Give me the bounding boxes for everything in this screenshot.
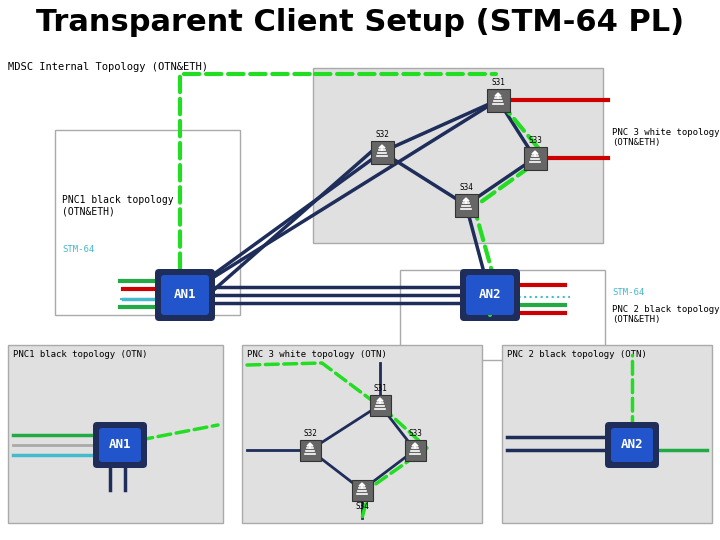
Text: S31: S31 [373,384,387,393]
Text: AN1: AN1 [174,288,197,301]
Polygon shape [377,398,383,401]
FancyBboxPatch shape [99,428,141,462]
FancyBboxPatch shape [460,269,520,321]
FancyBboxPatch shape [242,345,482,523]
Text: PNC 3 white topology (OTN): PNC 3 white topology (OTN) [247,350,387,359]
FancyBboxPatch shape [351,480,372,501]
Text: S33: S33 [528,136,542,145]
FancyBboxPatch shape [300,440,320,461]
Text: STM-64: STM-64 [612,288,644,297]
FancyBboxPatch shape [371,140,394,164]
FancyBboxPatch shape [8,345,223,523]
Text: S34: S34 [355,502,369,511]
Polygon shape [307,443,313,446]
FancyBboxPatch shape [405,440,426,461]
Text: S34: S34 [459,183,473,192]
FancyBboxPatch shape [605,422,659,468]
FancyBboxPatch shape [400,270,605,360]
FancyBboxPatch shape [161,275,209,315]
Text: PNC 3 white topology
(OTN&ETH): PNC 3 white topology (OTN&ETH) [612,128,719,147]
FancyBboxPatch shape [466,275,514,315]
Text: MDSC Internal Topology (OTN&ETH): MDSC Internal Topology (OTN&ETH) [8,62,208,72]
Text: AN2: AN2 [621,438,643,451]
Text: PNC1 black topology (OTN): PNC1 black topology (OTN) [13,350,148,359]
FancyBboxPatch shape [502,345,712,523]
Text: AN1: AN1 [109,438,131,451]
FancyBboxPatch shape [93,422,147,468]
FancyBboxPatch shape [611,428,653,462]
Text: S31: S31 [491,78,505,87]
Text: AN2: AN2 [479,288,501,301]
Text: STM-64: STM-64 [62,245,94,254]
FancyBboxPatch shape [523,146,546,170]
FancyBboxPatch shape [369,395,390,415]
Polygon shape [495,93,501,96]
Polygon shape [532,151,538,154]
Text: PNC1 black topology
(OTN&ETH): PNC1 black topology (OTN&ETH) [62,195,174,217]
Polygon shape [463,198,469,201]
Polygon shape [379,145,385,148]
FancyBboxPatch shape [155,269,215,321]
Text: S32: S32 [303,429,317,438]
FancyBboxPatch shape [55,130,240,315]
Polygon shape [412,443,418,446]
Text: PNC 2 black topology
(OTN&ETH): PNC 2 black topology (OTN&ETH) [612,305,719,325]
FancyBboxPatch shape [313,68,603,243]
Polygon shape [359,483,365,486]
Text: S32: S32 [375,130,389,139]
FancyBboxPatch shape [487,89,510,111]
Text: Transparent Client Setup (STM-64 PL): Transparent Client Setup (STM-64 PL) [36,8,684,37]
Text: PNC 2 black topology (OTN): PNC 2 black topology (OTN) [507,350,647,359]
FancyBboxPatch shape [454,193,477,217]
Text: S33: S33 [408,429,422,438]
